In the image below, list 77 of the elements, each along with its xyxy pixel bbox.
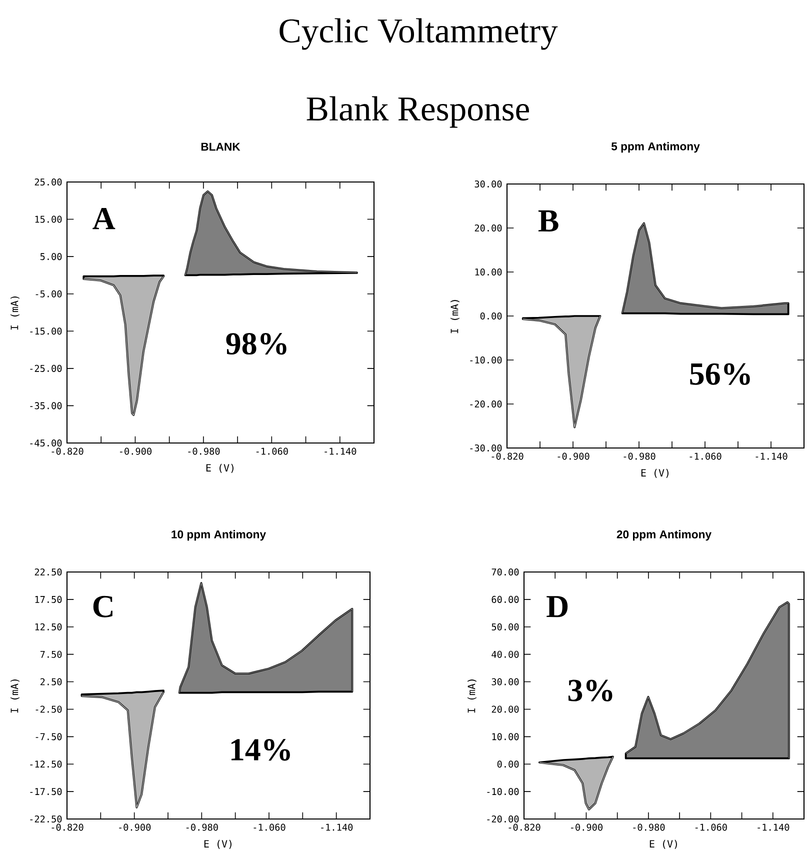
x-tick-label: -1.060	[695, 824, 727, 831]
x-tick-label: -0.980	[624, 452, 656, 460]
x-axis-title: E (V)	[641, 468, 668, 478]
annotation: 56%	[690, 363, 750, 385]
annotation: A	[92, 208, 116, 230]
x-tick-label: -0.900	[119, 824, 151, 831]
x-tick-label: -0.980	[188, 448, 220, 455]
y-tick-label: 2.50	[40, 678, 62, 686]
x-tick-label: -0.900	[571, 824, 602, 831]
y-tick-label: 0.00	[480, 312, 502, 320]
x-tick-label: -1.140	[321, 824, 353, 831]
x-tick-label: -0.820	[508, 824, 540, 831]
y-tick-label: 25.00	[34, 178, 62, 186]
annotation: C	[93, 596, 112, 618]
y-tick-label: 10.00	[492, 733, 519, 740]
y-tick-label: -30.00	[470, 444, 502, 452]
x-tick-label: -0.980	[186, 824, 218, 831]
y-tick-label: 17.50	[35, 596, 62, 603]
x-tick-label: -1.060	[690, 452, 722, 460]
x-tick-label: -0.820	[52, 824, 84, 831]
annotation: B	[538, 210, 558, 232]
y-tick-label: -7.50	[36, 733, 62, 740]
annotation: 14%	[231, 738, 290, 761]
y-tick-label: -20.00	[487, 815, 519, 823]
y-tick-label: -17.50	[30, 788, 62, 796]
x-tick-label: -1.060	[254, 824, 286, 831]
x-tick-label: -0.980	[633, 824, 665, 831]
y-tick-label: 7.50	[40, 650, 62, 658]
y-tick-label: 12.50	[35, 623, 62, 630]
y-tick-label: -2.50	[36, 706, 62, 713]
y-tick-label: -35.00	[30, 402, 62, 410]
y-axis-title: I (mA)	[468, 680, 476, 713]
y-tick-label: 40.00	[492, 650, 519, 658]
chart-title: 5 ppm Antimony	[611, 142, 700, 153]
y-tick-label: 0.00	[497, 760, 519, 768]
y-tick-label: 30.00	[492, 678, 519, 686]
y-tick-label: -10.00	[487, 788, 519, 796]
y-tick-label: -22.50	[30, 815, 62, 823]
chart-title: 10 ppm Antimony	[172, 530, 266, 541]
x-tick-label: -1.060	[256, 448, 288, 455]
y-axis-title: I (mA)	[10, 680, 20, 713]
x-tick-label: -0.900	[120, 448, 152, 455]
y-tick-label: 70.00	[492, 568, 519, 576]
text: Blank Response	[306, 96, 529, 128]
x-axis-title: E (V)	[206, 464, 234, 473]
y-tick-label: 5.00	[40, 253, 62, 260]
x-tick-label: -0.900	[558, 452, 590, 460]
y-tick-label: 30.00	[474, 180, 502, 188]
x-tick-label: -0.820	[492, 452, 524, 460]
y-axis-title: I (mA)	[450, 300, 460, 334]
x-tick-label: -0.820	[52, 448, 84, 455]
x-tick-label: -1.140	[756, 452, 788, 460]
y-tick-label: 20.00	[492, 706, 519, 713]
y-tick-label: 22.50	[34, 568, 62, 576]
y-tick-label: -25.00	[30, 364, 62, 372]
x-tick-label: -1.140	[758, 824, 790, 831]
chart-title: BLANK	[201, 142, 240, 151]
y-tick-label: 60.00	[492, 596, 519, 603]
annotation: 3%	[568, 680, 612, 702]
y-tick-label: -5.00	[36, 290, 62, 298]
y-tick-label: -12.50	[30, 760, 62, 768]
y-tick-label: -20.00	[470, 400, 502, 408]
annotation: D	[546, 596, 568, 618]
y-tick-label: -45.00	[30, 439, 62, 447]
x-axis-title: E (V)	[650, 840, 677, 849]
y-tick-label: 10.00	[475, 268, 502, 276]
y-tick-label: -10.00	[470, 356, 502, 364]
x-tick-label: -1.140	[324, 448, 356, 455]
annotation: 98%	[226, 332, 286, 355]
y-tick-label: -15.00	[30, 328, 62, 335]
y-tick-label: 15.00	[35, 216, 62, 223]
text: Cyclic Voltammetry	[280, 18, 558, 50]
y-axis-title: I (mA)	[10, 296, 20, 330]
y-tick-label: 50.00	[492, 623, 519, 630]
chart-title: 20 ppm Antimony	[616, 530, 712, 541]
y-tick-label: 20.00	[474, 224, 502, 232]
x-axis-title: E (V)	[204, 840, 232, 849]
